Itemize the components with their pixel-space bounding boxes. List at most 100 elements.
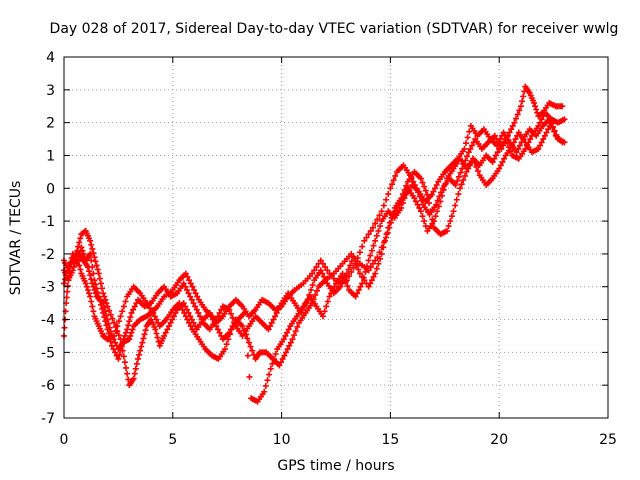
data-point (120, 336, 127, 343)
data-point (561, 116, 568, 123)
data-point (399, 191, 406, 198)
data-point (329, 287, 336, 294)
data-point (561, 139, 568, 146)
data-point (120, 303, 127, 310)
data-point (510, 139, 517, 146)
data-point (419, 179, 426, 186)
data-point (442, 181, 449, 188)
data-point (182, 283, 189, 290)
data-point (369, 260, 376, 267)
data-point (245, 339, 252, 346)
data-point (467, 145, 474, 152)
data-point (368, 247, 375, 254)
data-point (312, 291, 319, 298)
data-point (110, 346, 117, 353)
data-point (184, 316, 191, 323)
data-point (83, 283, 90, 290)
data-point (466, 128, 473, 135)
data-point (540, 136, 547, 143)
data-point (78, 244, 85, 251)
data-point (86, 268, 93, 275)
data-point (324, 267, 331, 274)
data-point (435, 203, 442, 210)
data-point (77, 235, 84, 242)
data-point (94, 266, 101, 273)
data-point (82, 280, 89, 287)
data-point (74, 254, 81, 261)
data-point (453, 196, 460, 203)
data-point (474, 168, 481, 175)
data-point (537, 142, 543, 149)
data-point (331, 283, 338, 290)
data-point (375, 227, 382, 234)
data-point (216, 329, 223, 336)
data-point (509, 142, 516, 149)
data-point (494, 149, 501, 156)
data-point (339, 270, 346, 277)
data-point (387, 185, 394, 192)
data-point (374, 216, 381, 223)
data-point (239, 323, 246, 330)
x-tick-label: 20 (490, 432, 508, 448)
data-point (427, 208, 434, 215)
data-point (226, 331, 233, 338)
data-point (142, 327, 149, 334)
data-point (61, 324, 68, 331)
data-point (89, 280, 96, 287)
data-point (447, 218, 454, 225)
data-point (74, 247, 81, 254)
data-point (188, 296, 195, 303)
data-point (496, 165, 503, 172)
data-point (69, 267, 76, 274)
data-point (532, 103, 539, 110)
data-point (344, 282, 351, 289)
data-point (87, 250, 94, 257)
data-point (313, 264, 320, 271)
data-point (109, 315, 116, 322)
data-point (125, 322, 132, 329)
data-point (417, 175, 424, 182)
data-point (87, 272, 94, 279)
data-point (535, 122, 542, 129)
data-point (357, 283, 364, 290)
data-point (86, 290, 93, 297)
data-point (115, 332, 122, 339)
data-point (214, 313, 221, 320)
data-point (223, 341, 230, 348)
data-point (182, 270, 189, 277)
data-point (342, 278, 349, 285)
data-point (492, 152, 499, 159)
data-point (279, 355, 286, 362)
data-point (292, 328, 299, 335)
data-point (129, 326, 136, 333)
data-point (491, 132, 498, 139)
data-point (440, 186, 447, 193)
data-point (102, 318, 109, 325)
data-point (134, 355, 141, 362)
data-point (291, 332, 298, 339)
data-point (321, 273, 328, 280)
data-point (337, 283, 344, 290)
data-point (401, 195, 408, 202)
axis-ticks (63, 56, 609, 419)
data-point (176, 300, 183, 307)
data-point (213, 323, 220, 330)
data-point (137, 347, 144, 354)
data-point (67, 259, 74, 266)
data-point (104, 326, 111, 333)
y-tick-label: -3 (41, 280, 55, 296)
data-point (432, 185, 439, 192)
data-point (101, 314, 108, 321)
data-point (272, 351, 279, 358)
data-point (80, 250, 87, 257)
data-point (126, 336, 133, 343)
data-point (117, 347, 124, 354)
data-point (140, 335, 147, 342)
data-point (516, 142, 523, 149)
data-point (162, 329, 169, 336)
data-point (229, 314, 236, 321)
data-point (190, 300, 197, 307)
data-point (370, 242, 377, 249)
data-point (117, 313, 124, 320)
data-point (385, 224, 392, 231)
